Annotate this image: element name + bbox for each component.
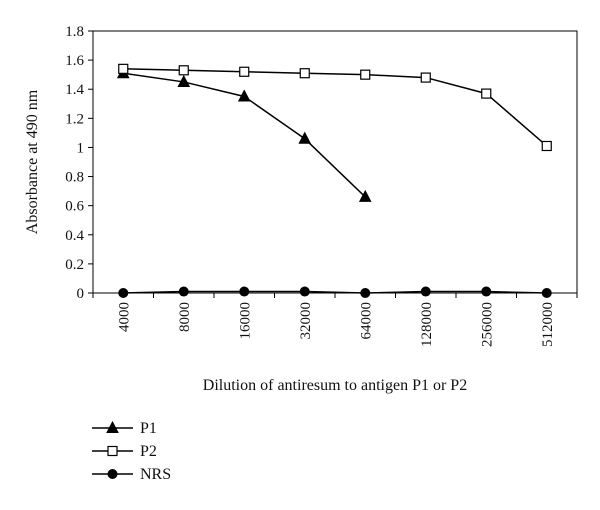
legend-marker-p2 [107, 445, 118, 457]
series-p1-point [298, 131, 312, 144]
x-tick-label: 64000 [358, 302, 374, 340]
series-p2-point [239, 66, 250, 77]
series-layer [116, 63, 552, 298]
plot-frame [92, 30, 578, 294]
series-p2-point [299, 68, 310, 79]
y-tick-label: 0.4 [65, 228, 84, 244]
series-nrs-point [299, 286, 310, 297]
y-tick-label: 0 [77, 286, 85, 302]
y-tick-label: 1 [77, 140, 85, 156]
legend-item-p1: P1 [92, 420, 157, 437]
series-nrs-point [481, 286, 492, 297]
y-axis-ticks: 0 0.2 0.4 0.6 0.8 1 1.2 1.4 1.6 1.8 [65, 24, 93, 302]
x-tick-label: 32000 [298, 302, 314, 340]
series-nrs-point [178, 286, 189, 297]
x-axis-title: Dilution of antiresum to antigen P1 or P… [203, 377, 467, 394]
legend-item-p2: P2 [92, 443, 157, 460]
series-nrs-point [420, 286, 431, 297]
y-tick-label: 1.8 [65, 24, 84, 40]
y-tick-label: 1.2 [65, 111, 84, 127]
series-p2-line [123, 68, 548, 147]
legend-label: NRS [140, 466, 171, 483]
series-p2-point [481, 88, 492, 99]
series-nrs [118, 286, 552, 298]
x-tick-label: 16000 [237, 302, 253, 340]
series-p1-point [177, 74, 191, 87]
series-p2-point [541, 140, 552, 152]
x-tick-label: 8000 [177, 302, 193, 332]
x-tick-label: 512000 [540, 302, 556, 347]
y-tick-label: 0.6 [65, 199, 84, 215]
series-nrs-point [239, 286, 250, 297]
x-tick-label: 256000 [479, 302, 495, 347]
series-p2-point [178, 65, 189, 76]
legend-marker-p1 [106, 420, 119, 433]
y-tick-label: 0.2 [65, 257, 84, 273]
legend: P1 P2 NRS [92, 420, 171, 483]
x-axis-ticks: 4000 8000 16000 32000 64000 128000 256000 51200… [92, 293, 578, 347]
y-tick-label: 1.6 [65, 53, 84, 69]
series-p2-point [420, 72, 431, 83]
series-p1-point [358, 189, 372, 202]
y-tick-label: 1.4 [65, 82, 84, 98]
series-nrs-line [123, 290, 547, 294]
y-tick-label: 0.8 [65, 170, 84, 186]
series-p2-point [360, 69, 371, 80]
series-p2-point [118, 63, 129, 74]
legend-marker-nrs [107, 469, 118, 479]
legend-label: P2 [140, 443, 157, 460]
legend-label: P1 [140, 420, 157, 437]
y-axis-title: Absorbance at 490 nm [24, 89, 41, 234]
x-tick-label: 128000 [419, 302, 435, 347]
series-p1 [116, 66, 372, 202]
legend-item-nrs: NRS [92, 466, 171, 483]
series-p1-point [237, 89, 251, 102]
x-tick-label: 4000 [116, 302, 132, 332]
series-p2 [118, 63, 552, 152]
